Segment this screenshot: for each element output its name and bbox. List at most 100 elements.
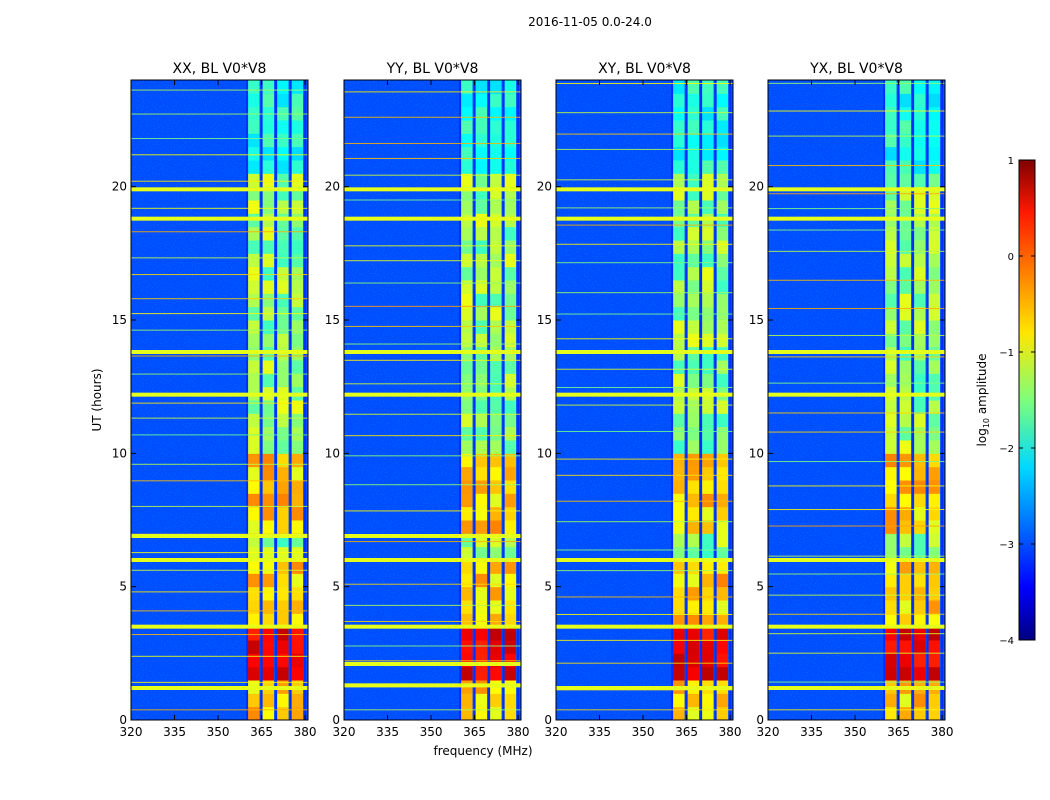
rfi-line xyxy=(344,604,521,606)
band-cell xyxy=(262,293,275,308)
rfi-line xyxy=(344,413,521,415)
band-cell xyxy=(490,186,502,201)
band-cell xyxy=(899,586,912,601)
band-cell xyxy=(928,280,941,294)
band-cell xyxy=(716,333,729,348)
bright-row xyxy=(131,216,308,221)
band-cell xyxy=(716,693,729,708)
band-cell xyxy=(490,480,502,494)
band-cell xyxy=(248,160,260,174)
panel-title: YX, BL V0*V8 xyxy=(809,61,903,77)
band-separator xyxy=(883,80,886,720)
band-cell xyxy=(504,466,517,481)
band-cell xyxy=(504,520,517,534)
band-cell xyxy=(291,520,304,534)
band-cell xyxy=(291,560,304,574)
band-cell xyxy=(248,280,260,294)
band-cell xyxy=(291,160,304,174)
band-cell xyxy=(504,573,517,588)
band-cell xyxy=(687,480,700,494)
band-cell xyxy=(277,226,289,241)
band-cell xyxy=(687,280,700,294)
rfi-line xyxy=(768,681,945,683)
band-cell xyxy=(673,653,685,668)
band-cell xyxy=(490,453,502,468)
band-cell xyxy=(914,240,926,254)
band-cell xyxy=(291,573,304,588)
rfi-line xyxy=(344,541,521,543)
band-separator xyxy=(304,80,307,720)
band-cell xyxy=(928,93,941,108)
band-cell xyxy=(475,573,488,588)
rfi-line xyxy=(768,594,945,596)
band-cell xyxy=(899,480,912,494)
band-cell xyxy=(899,120,912,134)
band-cell xyxy=(914,520,926,534)
band-cell xyxy=(277,466,289,481)
band-cell xyxy=(885,600,897,614)
band-cell xyxy=(899,546,912,561)
band-cell xyxy=(248,173,260,188)
band-cell xyxy=(673,106,685,121)
band-cell xyxy=(262,426,275,441)
band-cell xyxy=(490,440,502,454)
band-cell xyxy=(885,693,897,708)
panel-1: XX, BL V0*V8 320 335 350 365 380 0 5 10 15 20 xyxy=(112,61,317,739)
band-cell xyxy=(475,280,488,294)
band-separator xyxy=(246,80,249,720)
band-cell xyxy=(914,546,926,561)
band-cell xyxy=(928,200,941,214)
rfi-line xyxy=(556,596,733,598)
band-cell xyxy=(716,466,729,481)
band-cell xyxy=(687,613,700,628)
colorbar-tick-label: −1 xyxy=(999,348,1014,359)
band-cell xyxy=(899,253,912,268)
band-cell xyxy=(885,333,897,348)
band-cell xyxy=(504,306,517,321)
band-cell xyxy=(475,120,488,134)
band-cell xyxy=(248,440,260,454)
band-cell xyxy=(248,546,260,561)
band-cell xyxy=(716,280,729,294)
band-cell xyxy=(504,133,517,148)
rfi-line xyxy=(344,383,521,385)
band-cell xyxy=(490,613,502,628)
bright-row xyxy=(768,392,945,397)
band-cell xyxy=(899,573,912,588)
band-cell xyxy=(914,93,926,108)
band-cell xyxy=(490,626,502,641)
band-cell xyxy=(291,80,304,94)
rfi-line xyxy=(768,613,945,615)
x-tick-label: 380 xyxy=(507,725,530,739)
band-cell xyxy=(277,173,289,188)
band-cell xyxy=(885,360,897,374)
band-cell xyxy=(702,653,714,668)
band-cell xyxy=(475,320,488,334)
band-cell xyxy=(914,146,926,161)
band-cell xyxy=(461,626,473,641)
band-cell xyxy=(277,320,289,334)
band-cell xyxy=(716,586,729,601)
x-tick-label: 320 xyxy=(757,725,780,739)
band-cell xyxy=(248,640,260,654)
band-cell xyxy=(673,533,685,548)
rfi-line xyxy=(768,461,945,463)
band-cell xyxy=(461,293,473,308)
band-cell xyxy=(702,480,714,494)
band-cell xyxy=(262,666,275,681)
x-tick-label: 350 xyxy=(632,725,655,739)
bright-row xyxy=(768,686,945,690)
band-cell xyxy=(702,666,714,681)
bright-row xyxy=(556,686,733,690)
band-cell xyxy=(262,573,275,588)
band-cell xyxy=(262,186,275,201)
band-cell xyxy=(504,440,517,454)
y-tick-label: 20 xyxy=(537,180,552,194)
band-cell xyxy=(475,546,488,561)
band-cell xyxy=(702,626,714,641)
band-cell xyxy=(248,240,260,254)
band-cell xyxy=(475,426,488,441)
heatmap-area xyxy=(768,80,945,720)
band-cell xyxy=(716,706,729,720)
colorbar-gradient xyxy=(1018,159,1036,641)
